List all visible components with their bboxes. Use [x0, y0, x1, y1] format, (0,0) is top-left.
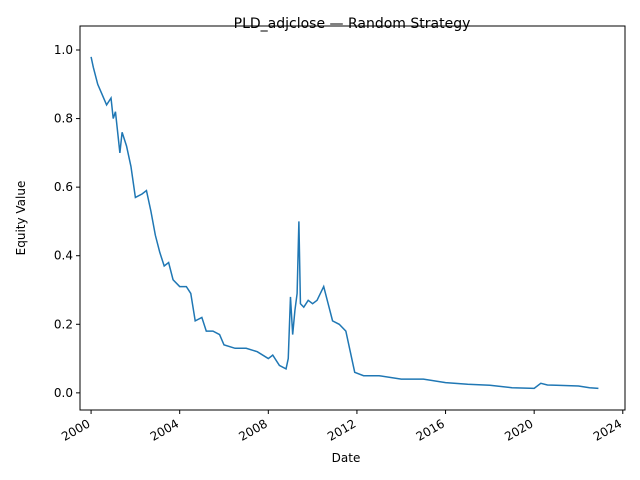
- x-tick-label: 2024: [591, 416, 624, 443]
- x-tick-label: 2000: [59, 416, 92, 443]
- x-tick-label: 2008: [236, 416, 269, 443]
- x-tick-label: 2004: [148, 416, 181, 443]
- y-tick-label: 0.4: [54, 249, 73, 263]
- x-tick-label: 2020: [502, 416, 535, 443]
- x-tick-label: 2016: [414, 416, 447, 443]
- y-tick-label: 0.0: [54, 386, 73, 400]
- y-tick-label: 0.6: [54, 180, 73, 194]
- y-tick-label: 1.0: [54, 43, 73, 57]
- chart-title: PLD_adjclose — Random Strategy: [234, 16, 471, 32]
- x-axis-label: Date: [332, 451, 361, 465]
- plot-frame: [79, 25, 626, 411]
- line-series: [90, 56, 599, 390]
- y-tick-label: 0.8: [54, 112, 73, 126]
- y-axis-label: Equity Value: [14, 181, 28, 256]
- y-tick-label: 0.2: [54, 317, 73, 331]
- x-tick-label: 2012: [325, 416, 358, 443]
